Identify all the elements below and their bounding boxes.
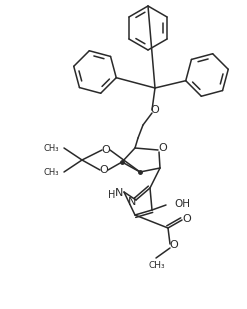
Text: OH: OH (174, 199, 190, 209)
Text: CH₃: CH₃ (149, 260, 165, 269)
Text: CH₃: CH₃ (43, 167, 59, 176)
Text: CH₃: CH₃ (43, 143, 59, 153)
Text: N: N (128, 197, 136, 207)
Text: O: O (170, 240, 178, 250)
Text: N: N (115, 188, 123, 198)
Text: O: O (159, 143, 167, 153)
Text: O: O (183, 214, 191, 224)
Text: O: O (102, 145, 110, 155)
Text: O: O (100, 165, 108, 175)
Text: H: H (108, 190, 116, 200)
Text: O: O (151, 105, 159, 115)
